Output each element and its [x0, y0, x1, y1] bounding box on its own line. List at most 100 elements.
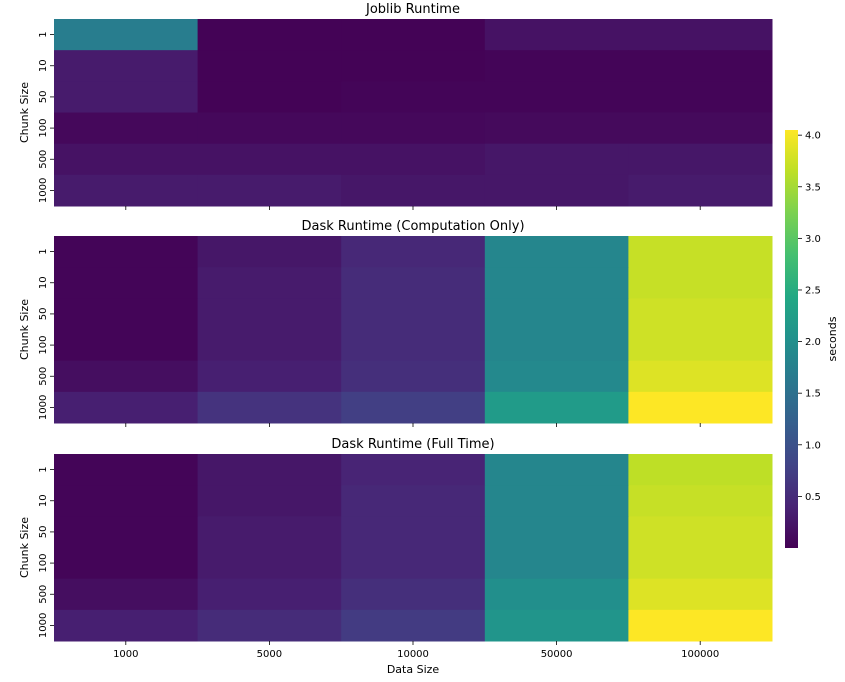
colorbar-tick-label: 2.0	[805, 337, 821, 348]
y-tick-label: 1000	[38, 613, 49, 638]
colorbar-ticks: 0.5 1.0 1.5 2.0 2.5 3.0 3.5 4.0	[798, 131, 821, 503]
heatmap-cell	[628, 298, 773, 330]
heatmap-cell	[341, 298, 486, 330]
heatmap-cell	[197, 236, 342, 268]
heatmap-cell	[197, 391, 342, 424]
heatmap-cell	[628, 174, 773, 207]
y-tick-label: 1000	[38, 395, 49, 420]
heatmap-cell	[628, 454, 773, 486]
heatmap-cell	[197, 578, 342, 611]
heatmap-cell	[197, 112, 342, 145]
heatmap-panel-1: Joblib Runtime 1 10 50 100 500 1000 Chunk Size	[18, 2, 773, 210]
y-tick-label: 50	[38, 526, 49, 539]
heatmap-cell	[341, 174, 486, 207]
heatmap-cell	[341, 516, 486, 548]
heatmap-panel-3: Dask Runtime (Full Time) 1 10 50 100 500 1000 C…	[18, 437, 773, 645]
heatmap-cell	[197, 267, 342, 299]
heatmap-cell	[54, 516, 199, 548]
colorbar-tick-label: 4.0	[805, 131, 821, 142]
heatmap-cell	[197, 609, 342, 642]
heatmap-cell	[628, 609, 773, 642]
heatmap-cell	[628, 329, 773, 362]
heatmap-cell	[484, 609, 629, 642]
heatmap-cell	[628, 485, 773, 517]
y-tick-label: 1	[38, 466, 49, 472]
heatmap-cell	[628, 50, 773, 82]
y-axis-label: Chunk Size	[18, 299, 31, 360]
heatmap-cell	[54, 391, 199, 424]
x-tick-label: 5000	[257, 649, 282, 660]
heatmap-cell	[484, 112, 629, 145]
y-tick-label: 100	[38, 336, 49, 355]
heatmap-cell	[197, 81, 342, 113]
y-tick-label: 50	[38, 308, 49, 321]
heatmap-cell	[628, 516, 773, 548]
y-tick-label: 500	[38, 150, 49, 169]
x-tick-label: 10000	[397, 649, 429, 660]
heatmap-cell	[341, 19, 486, 51]
y-tick-label: 10	[38, 59, 49, 72]
heatmap-cell	[628, 143, 773, 176]
heatmap-cell	[54, 19, 199, 51]
heatmap-cell	[54, 609, 199, 642]
heatmap-cell	[341, 236, 486, 268]
y-tick-label: 100	[38, 554, 49, 573]
heatmap-cell	[54, 298, 199, 330]
heatmap-cell	[484, 454, 629, 486]
colorbar: 0.5 1.0 1.5 2.0 2.5 3.0 3.5 4.0 seconds	[785, 130, 839, 548]
heatmap-cell	[197, 485, 342, 517]
heatmap-cell	[484, 516, 629, 548]
heatmap-cell	[341, 578, 486, 611]
x-tick-label: 1000	[113, 649, 138, 660]
heatmap-cell	[341, 609, 486, 642]
heatmap-cell	[484, 547, 629, 580]
y-tick-label: 10	[38, 276, 49, 289]
x-tick-label: 50000	[541, 649, 573, 660]
heatmap-cell	[628, 547, 773, 580]
y-tick-label: 50	[38, 91, 49, 104]
heatmap-cell	[197, 454, 342, 486]
heatmap-cell	[484, 391, 629, 424]
heatmap-cell	[341, 391, 486, 424]
heatmap-cell	[628, 267, 773, 299]
heatmap-cell	[484, 143, 629, 176]
y-tick-label: 1000	[38, 178, 49, 203]
heatmap-cell	[628, 112, 773, 145]
heatmap-cell	[628, 81, 773, 113]
heatmap-cell	[197, 516, 342, 548]
heatmap-cell	[484, 485, 629, 517]
heatmap-cell	[628, 19, 773, 51]
heatmap-cell	[484, 174, 629, 207]
heatmap-cell	[54, 81, 199, 113]
heatmap-cell	[54, 236, 199, 268]
heatmap-cell	[341, 360, 486, 393]
heatmap-cell	[484, 50, 629, 82]
heatmap-cell	[197, 298, 342, 330]
y-axis-label: Chunk Size	[18, 82, 31, 143]
y-tick-label: 500	[38, 367, 49, 386]
heatmap-cell	[54, 454, 199, 486]
heatmap-cell	[341, 81, 486, 113]
x-tick-labels: 1000 5000 10000 50000 100000	[113, 649, 719, 660]
colorbar-gradient	[785, 130, 798, 548]
heatmap-cell	[197, 329, 342, 362]
heatmap-cell	[54, 112, 199, 145]
colorbar-tick-label: 1.0	[805, 440, 821, 451]
heatmap-cell	[341, 485, 486, 517]
heatmap-cell	[197, 19, 342, 51]
heatmap-cell	[484, 578, 629, 611]
colorbar-tick-label: 0.5	[805, 492, 821, 503]
heatmap-cell	[484, 267, 629, 299]
heatmap-cell	[484, 360, 629, 393]
heatmap-cell	[628, 360, 773, 393]
heatmap-cell	[54, 267, 199, 299]
heatmap-cell	[54, 174, 199, 207]
heatmap-cell	[54, 50, 199, 82]
heatmap-cell	[197, 50, 342, 82]
heatmap-cell	[197, 360, 342, 393]
heatmap-panel-2: Dask Runtime (Computation Only) 1 10 50 100 5…	[18, 219, 773, 427]
heatmap-cell	[54, 360, 199, 393]
y-tick-label: 1	[38, 248, 49, 254]
